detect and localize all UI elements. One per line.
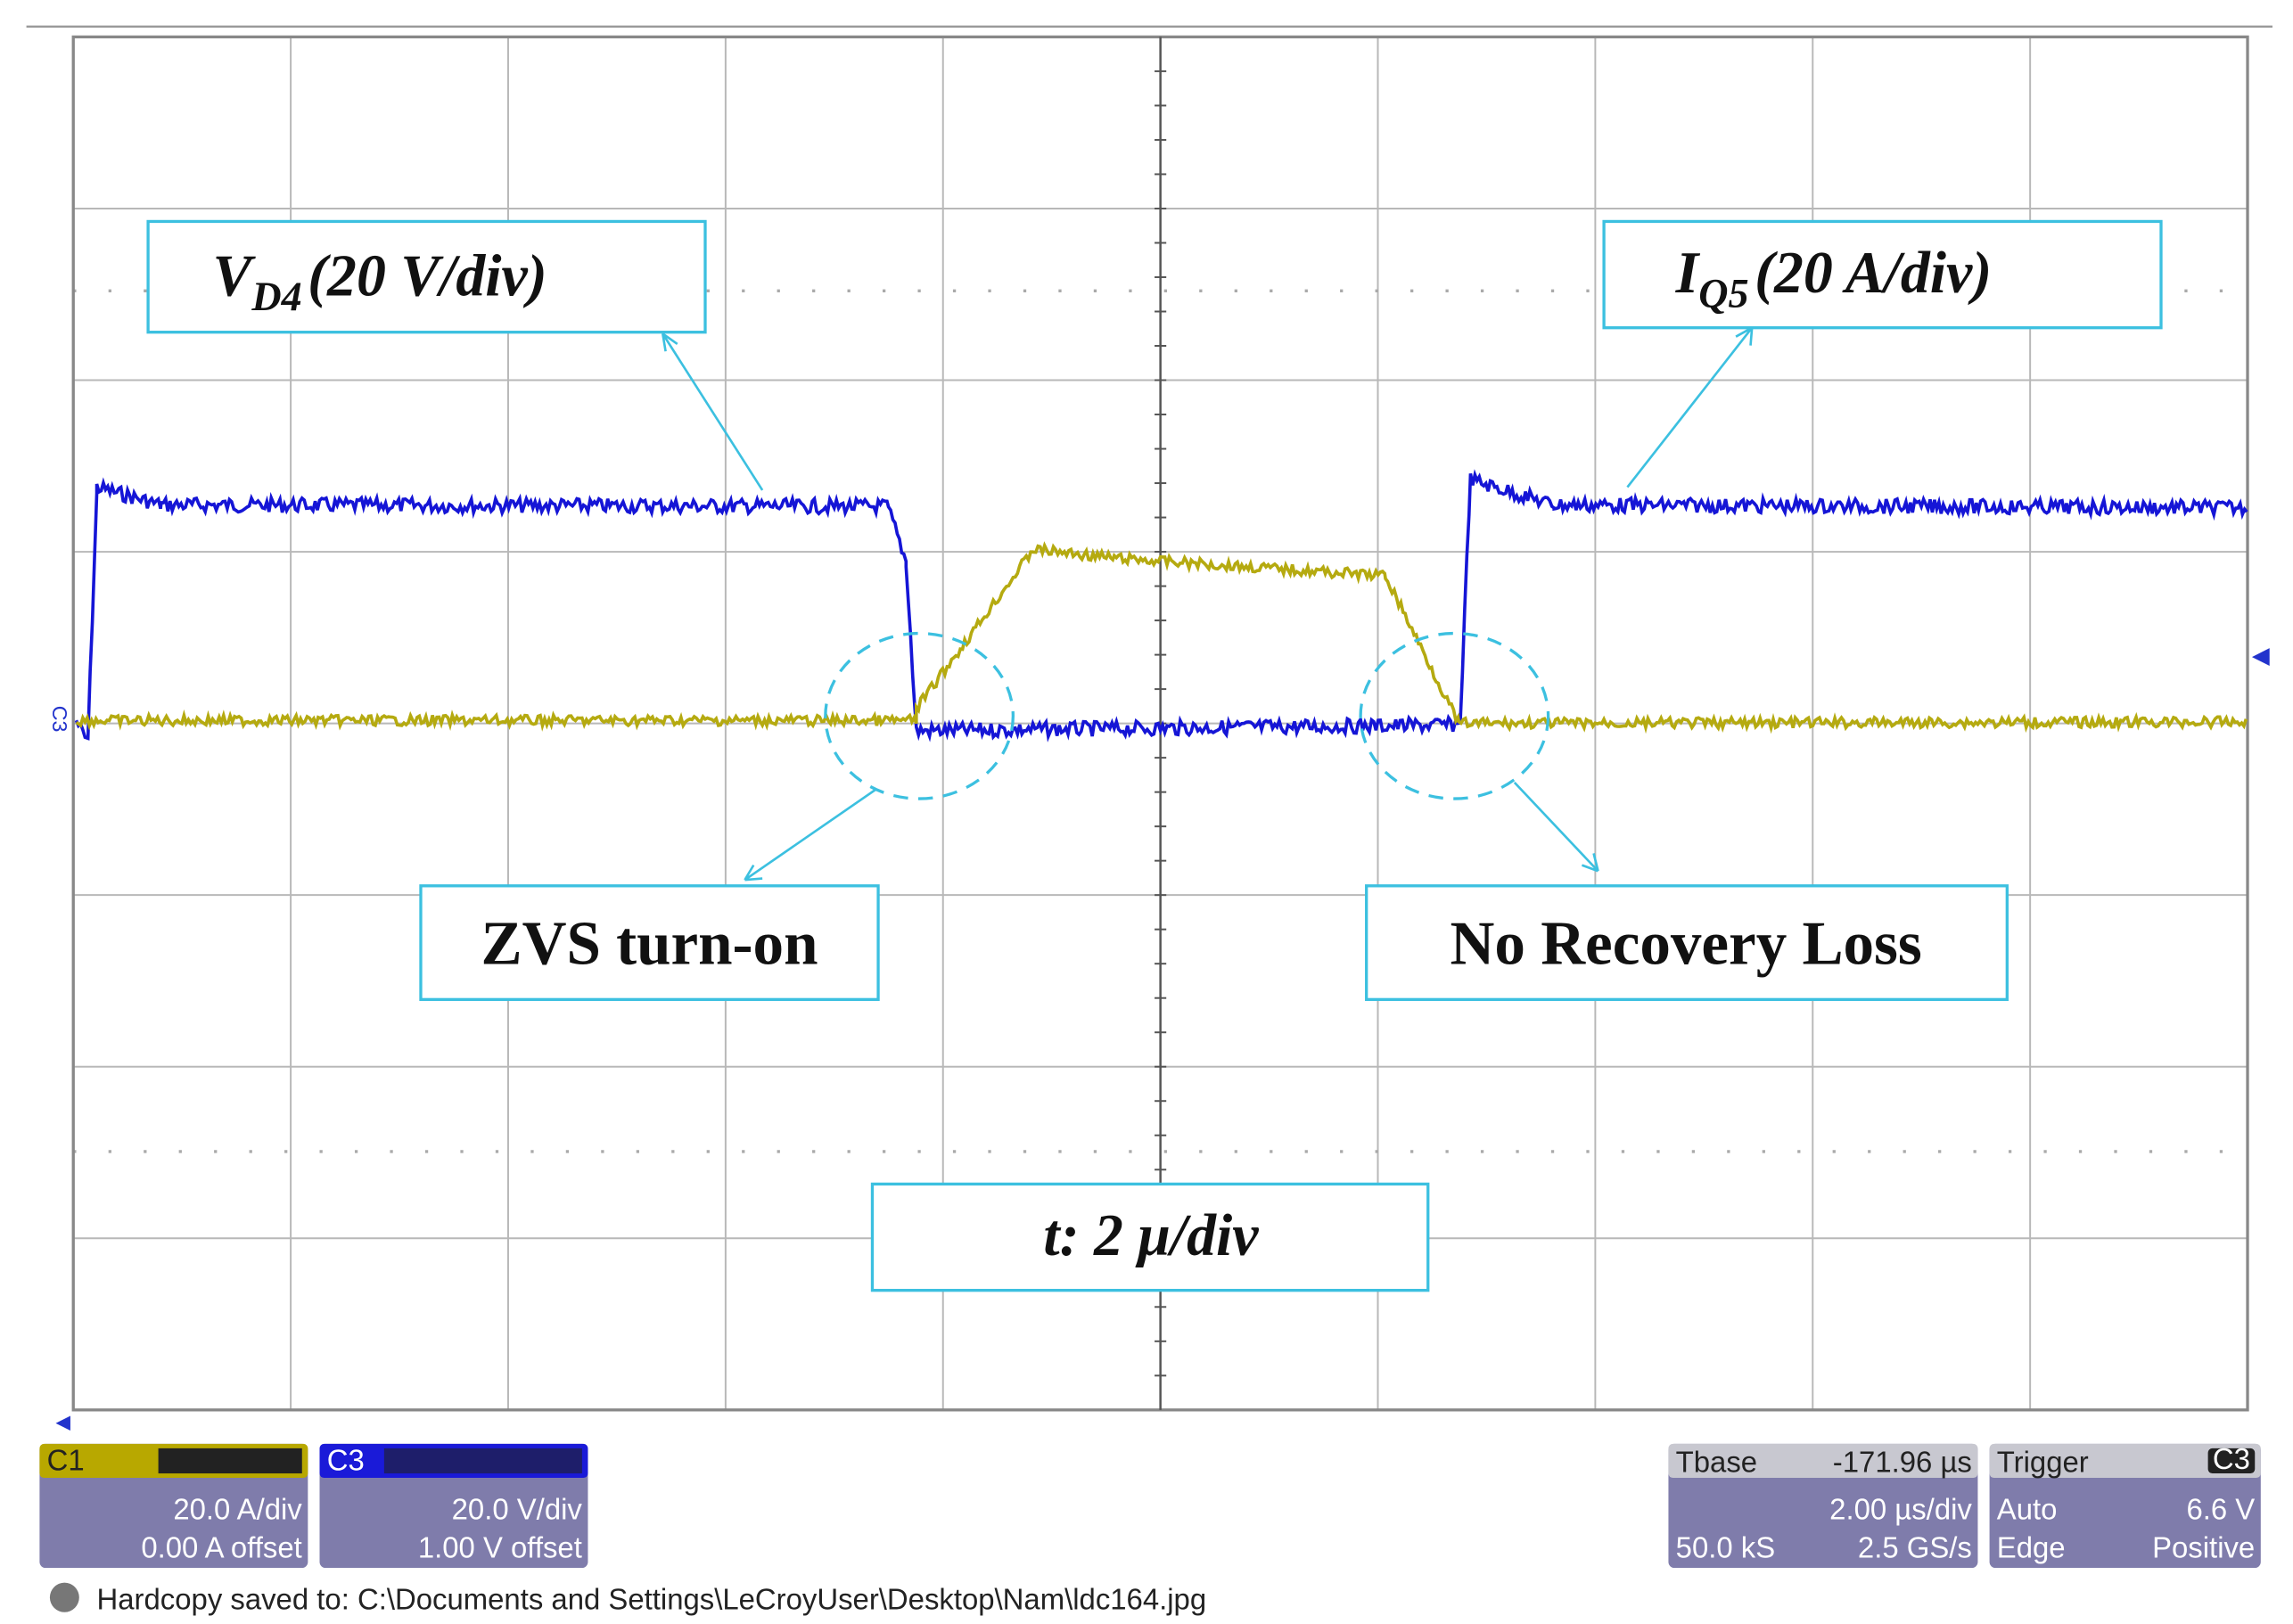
zvs-label: ZVS turn-on [481, 908, 818, 977]
zvs-highlight [824, 631, 1015, 800]
label-main: V [212, 243, 256, 308]
channel-marker: C3 [48, 706, 71, 733]
trigger-mode: Auto [1997, 1492, 2058, 1525]
panel-title: Trigger [1997, 1445, 2089, 1478]
trigger-panel[interactable]: Trigger C3 Auto 6.6 V Edge Positive [1989, 1442, 2261, 1569]
panel-header [1668, 1443, 1978, 1479]
trigger-slope: Positive [2152, 1530, 2255, 1563]
time-label: t: 2 μ/div [1043, 1203, 1259, 1268]
source-badge [2207, 1448, 2256, 1474]
timebase-panel[interactable]: Tbase -171.96 µs 2.00 µs/div 50.0 kS 2.5… [1668, 1443, 1978, 1569]
annotation-box [1365, 884, 2009, 1002]
panel-title: C3 [327, 1444, 365, 1477]
recovery-label: No Recovery Loss [1451, 908, 1922, 977]
panel-offset: 0.00 A offset [141, 1530, 301, 1563]
c3-panel[interactable]: C3 20.0 V/div 1.00 V offset [319, 1444, 588, 1569]
trigger-type: Edge [1997, 1530, 2066, 1563]
timebase-delay: -171.96 µs [1833, 1445, 1972, 1478]
recovery-highlight [1359, 631, 1550, 800]
iq5-label: IQ5 (20 A/div) [1675, 241, 1992, 316]
vd4-label: VD4 (20 V/div) [212, 243, 547, 319]
label-main: I [1675, 241, 1701, 306]
panel-header [1989, 1443, 2261, 1479]
annotation-box [419, 884, 880, 1002]
panel-title: C1 [47, 1444, 85, 1477]
panel-badges [158, 1448, 302, 1474]
panel-scale: 20.0 V/div [452, 1492, 583, 1525]
arrow [744, 789, 876, 882]
footer-status: Hardcopy saved to: C:\Documents and Sett… [97, 1582, 1207, 1615]
panel-offset: 1.00 V offset [418, 1530, 582, 1563]
trigger-level: 6.6 V [2186, 1492, 2255, 1525]
label-sub: Q5 [1698, 270, 1748, 316]
label-scale: (20 V/div) [308, 243, 547, 308]
yellow-trace [75, 541, 2248, 734]
annotation-box [1602, 219, 2163, 330]
annotation-box [146, 219, 707, 334]
save-icon [49, 1582, 79, 1612]
blue-trace [74, 469, 2248, 742]
panel-scale: 20.0 A/div [173, 1492, 302, 1525]
annotation-box [870, 1182, 1430, 1292]
c1-panel[interactable]: C1 20.0 A/div 0.00 A offset [39, 1444, 308, 1569]
arrow [1513, 781, 1599, 873]
arrow [662, 332, 764, 491]
label-sub: D4 [251, 274, 301, 319]
panel-title: Tbase [1676, 1445, 1757, 1478]
arrows [662, 326, 1754, 882]
label-scale: (20 A/div) [1755, 241, 1992, 306]
trigger-source: C3 [2213, 1442, 2250, 1475]
timebase-scale: 2.00 µs/div [1829, 1492, 1972, 1525]
panel-badges [383, 1448, 582, 1474]
timebase-rate: 2.5 GS/s [1858, 1530, 1972, 1563]
trigger-level-marker [2251, 648, 2270, 667]
trigger-pos-marker [55, 1415, 70, 1431]
waveforms [74, 469, 2248, 742]
timebase-points: 50.0 kS [1676, 1530, 1776, 1563]
